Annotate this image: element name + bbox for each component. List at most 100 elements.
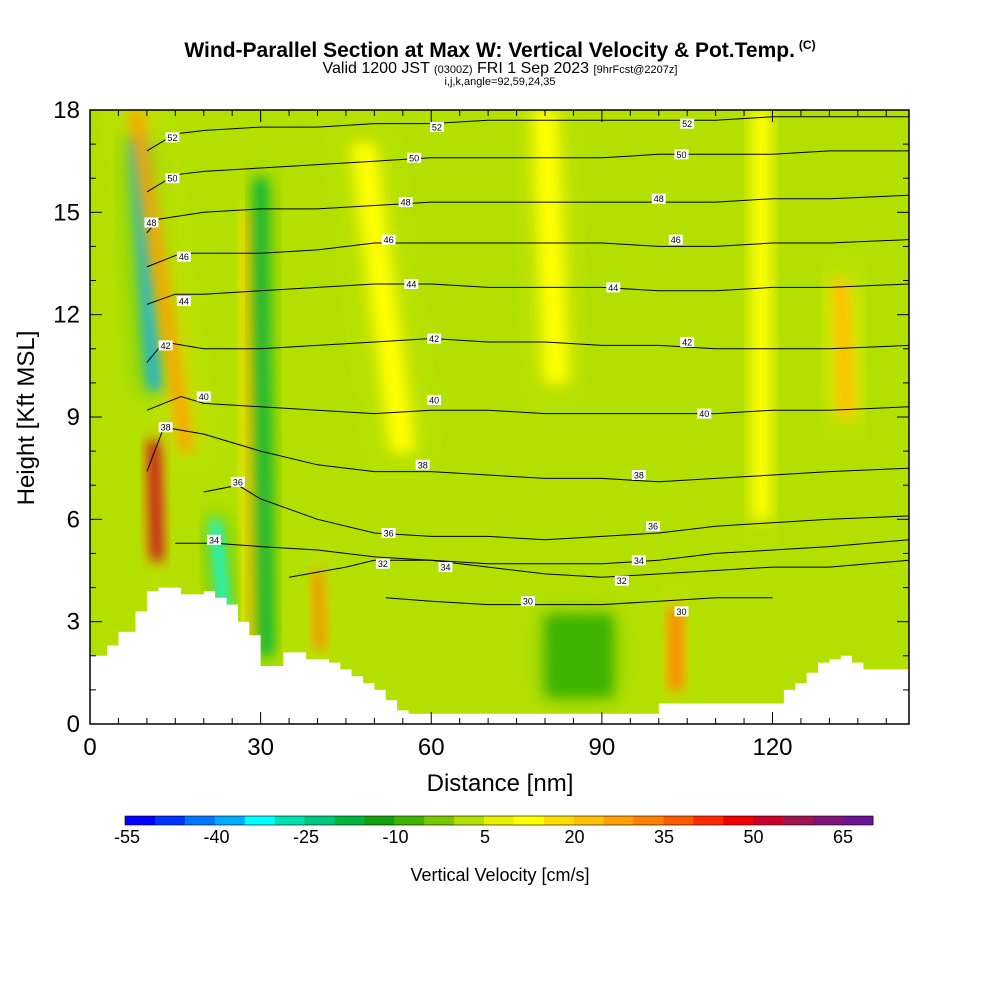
colorbar-tick-label: 20 <box>564 827 584 847</box>
colorbar-swatch <box>244 816 275 825</box>
x-tick-label: 0 <box>83 734 96 761</box>
isentrope-label: 44 <box>406 279 416 289</box>
isentrope-label: 38 <box>418 460 428 470</box>
isentrope-label: 44 <box>608 283 618 293</box>
isentrope-40 <box>146 395 909 415</box>
isentrope-label: 40 <box>699 409 709 419</box>
isentrope-label: 44 <box>179 297 189 307</box>
isentrope-label: 46 <box>179 252 189 262</box>
isentrope-label: 50 <box>676 150 686 160</box>
colorbar-tick-label: -25 <box>293 827 319 847</box>
isentrope-label: 46 <box>384 235 394 245</box>
isentrope-label: 42 <box>429 334 439 344</box>
isentrope-label-bg <box>674 149 689 160</box>
downdraft-core <box>210 519 231 622</box>
updraft-core <box>148 440 163 561</box>
isentrope-label-bg <box>165 173 180 184</box>
chart-subtitle: Valid 1200 JST (0300Z) FRI 1 Sep 2023 [9… <box>0 60 1000 78</box>
isentrope-label-bg <box>404 278 419 289</box>
colorbar-tick-label: -55 <box>114 827 140 847</box>
isentrope-30 <box>385 597 773 606</box>
x-axis-label: Distance [nm] <box>427 770 574 797</box>
y-tick-label: 12 <box>53 302 80 329</box>
colorbar-frame <box>124 815 874 826</box>
isentrope-label: 30 <box>676 607 686 617</box>
colorbar-label: Vertical Velocity [cm/s] <box>410 865 589 885</box>
isentrope-label-bg <box>438 562 453 573</box>
isentrope-50 <box>146 150 909 193</box>
colorbar-tick-label: 5 <box>480 827 490 847</box>
isentrope-label-bg <box>144 217 159 228</box>
x-tick-label: 90 <box>589 734 616 761</box>
isentrope-label-bg <box>520 596 535 607</box>
y-tick-label: 6 <box>67 506 80 533</box>
isentrope-label-bg <box>407 152 422 163</box>
isentrope-label-bg <box>176 251 191 262</box>
isentrope-label: 34 <box>634 556 644 566</box>
isentrope-label: 32 <box>617 576 627 586</box>
isentrope-label: 30 <box>523 597 533 607</box>
colorbar-swatch <box>454 816 485 825</box>
chart-title-text: Wind-Parallel Section at Max W: Vertical… <box>184 39 795 62</box>
colorbar-swatch <box>723 816 754 825</box>
colorbar-tick-label: 35 <box>654 827 674 847</box>
isentrope-label: 40 <box>429 395 439 405</box>
isentrope-lines <box>146 116 909 606</box>
y-tick-label: 18 <box>53 97 80 124</box>
isentrope-label: 38 <box>634 470 644 480</box>
isentrope-label-bg <box>375 558 390 569</box>
updraft-core <box>313 570 325 649</box>
isentrope-label: 36 <box>648 522 658 532</box>
colorbar-swatch <box>603 816 635 825</box>
colorbar-swatch <box>813 816 844 825</box>
colorbar-swatch <box>184 816 216 825</box>
isentrope-label-bg <box>614 575 629 586</box>
colorbar-swatch <box>513 816 545 825</box>
terrain-fill <box>90 587 909 724</box>
isentrope-label: 48 <box>401 198 411 208</box>
forecast-tag: [9hrFcst@2207z] <box>593 64 678 76</box>
isentrope-34 <box>175 539 909 565</box>
isentrope-label: 32 <box>378 559 388 569</box>
isentrope-label: 48 <box>654 194 664 204</box>
downdraft-core <box>254 178 273 656</box>
isentrope-label-bg <box>668 234 683 245</box>
isentrope-36 <box>203 484 909 541</box>
y-axis-label: Height [Kft MSL] <box>13 331 40 506</box>
isentrope-label-bg <box>697 408 712 419</box>
isentrope-label: 42 <box>682 337 692 347</box>
y-tick-label: 3 <box>67 609 80 636</box>
updraft-core <box>752 110 770 520</box>
colorbar-swatch <box>154 816 186 825</box>
isentrope-label: 42 <box>161 341 171 351</box>
terrain-mask <box>90 587 909 724</box>
x-tick-label: 60 <box>418 734 445 761</box>
isentrope-label: 48 <box>146 218 156 228</box>
isentrope-label-bg <box>606 282 621 293</box>
isentrope-48 <box>146 194 909 234</box>
isentrope-label-bg <box>651 193 666 204</box>
isentrope-label: 34 <box>440 563 450 573</box>
isentrope-label-bg <box>674 606 689 617</box>
colorbar-swatch <box>633 816 664 825</box>
isentrope-label: 50 <box>167 174 177 184</box>
colorbar-swatch <box>304 816 335 825</box>
colorbar-tick-label: 65 <box>833 827 853 847</box>
isentrope-label-bg <box>427 333 442 344</box>
isentrope-label-bg <box>429 122 444 133</box>
valid-utc: (0300Z) <box>434 64 473 76</box>
y-tick-label: 9 <box>67 404 80 431</box>
x-tick-label: 30 <box>247 734 274 761</box>
isentrope-label: 52 <box>432 123 442 133</box>
isentrope-46 <box>146 239 909 268</box>
isentrope-label-bg <box>176 296 191 307</box>
downdraft-core <box>129 137 163 390</box>
valid-prefix: Valid 1200 JST <box>322 60 430 77</box>
isentrope-label: 36 <box>233 477 243 487</box>
updraft-core <box>533 110 568 383</box>
isentrope-label-bg <box>165 132 180 143</box>
isentrope-label: 40 <box>199 392 209 402</box>
chart-indices: i,j,k,angle=92,59,24,35 <box>444 76 556 88</box>
colorbar-swatch <box>125 816 156 825</box>
